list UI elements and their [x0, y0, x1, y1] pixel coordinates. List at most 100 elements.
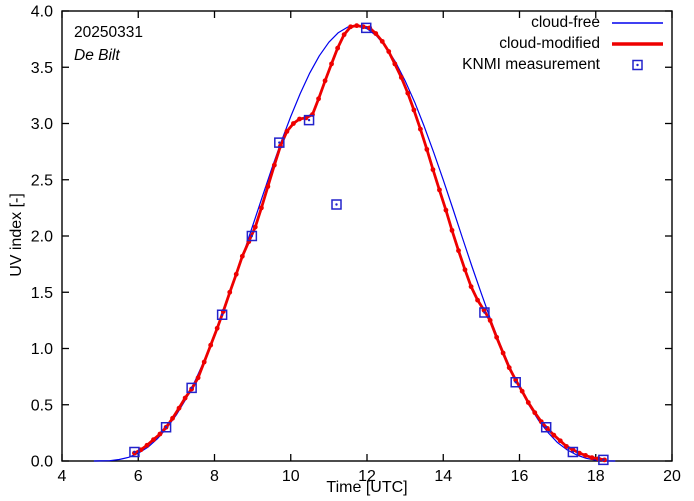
- annotation-date: 20250331: [74, 24, 143, 41]
- y-tick-label: 3.5: [31, 60, 53, 77]
- series-dot: [265, 184, 271, 189]
- legend-entry-cloud-modified: cloud-modified: [462, 34, 665, 54]
- series-dot: [589, 455, 595, 461]
- knmi-measurement-marker: [331, 199, 342, 210]
- knmi-measurement-marker-dot: [365, 26, 368, 30]
- series-dot: [151, 437, 156, 443]
- knmi-measurement-marker-dot: [220, 313, 224, 316]
- series-dot: [475, 297, 480, 303]
- knmi-measurement-marker: [216, 309, 228, 320]
- y-tick-label: 4.0: [31, 4, 53, 21]
- series-dot: [525, 400, 531, 405]
- series-dot: [348, 24, 354, 30]
- legend-entry-cloud-free: cloud-free: [462, 13, 665, 33]
- series-dot: [398, 74, 404, 80]
- series-dot: [563, 443, 569, 449]
- knmi-measurement-marker-dot: [544, 426, 548, 429]
- series-dot: [392, 61, 398, 67]
- series-dot: [468, 284, 474, 290]
- series-dot: [456, 248, 461, 254]
- series-dot: [557, 438, 563, 444]
- series-dot: [157, 431, 163, 437]
- knmi-measurement-marker-dot: [602, 458, 605, 462]
- legend-label-cloud-modified: cloud-modified: [499, 35, 600, 52]
- series-dot: [481, 307, 487, 313]
- knmi-measurement-marker: [540, 422, 552, 433]
- series-dot: [195, 375, 201, 381]
- knmi-measurement-marker-dot: [483, 311, 486, 314]
- series-dot: [379, 38, 385, 44]
- series-dot: [252, 224, 258, 230]
- legend-label-cloud-free: cloud-free: [531, 14, 600, 31]
- x-tick-label: 12: [358, 468, 376, 485]
- series-dot: [417, 126, 423, 132]
- series-dot: [513, 377, 519, 383]
- series-dot: [214, 325, 220, 331]
- knmi-measurement-marker: [129, 446, 140, 458]
- x-tick-label: 14: [434, 468, 452, 485]
- annotation-station: De Bilt: [74, 47, 120, 64]
- knmi-measurement-marker-dot: [164, 426, 168, 429]
- series-dot: [424, 146, 430, 152]
- series-dot: [519, 388, 525, 394]
- cloud-free-line-icon: [612, 22, 663, 24]
- series-dot: [551, 432, 557, 438]
- knmi-measurement-marker: [160, 422, 172, 433]
- series-dot: [144, 442, 150, 448]
- series-dot: [233, 271, 239, 277]
- y-tick-label: 2.0: [31, 229, 53, 246]
- series-dot: [176, 405, 182, 411]
- series-dot: [138, 447, 144, 453]
- series-dot: [201, 359, 207, 365]
- knmi-measurement-marker: [567, 446, 579, 458]
- cloud-modified-line-icon: [612, 42, 663, 46]
- y-tick-label: 2.5: [31, 172, 53, 189]
- series-dot: [341, 32, 347, 38]
- knmi-measurement-marker: [246, 230, 258, 242]
- series-dot: [462, 267, 468, 273]
- knmi-measurement-marker-dot: [335, 203, 338, 206]
- knmi-measurement-marker-dot: [307, 118, 311, 122]
- knmi-measurement-marker-dot: [250, 234, 254, 238]
- knmi-measurement-marker-dot: [190, 386, 193, 390]
- legend-entry-knmi: KNMI measurement: [462, 55, 665, 75]
- knmi-measurement-marker-dot: [514, 381, 517, 384]
- series-dot: [443, 207, 449, 213]
- series-dot: [500, 350, 506, 356]
- y-tick-label: 0.5: [31, 397, 53, 414]
- series-dot: [335, 45, 341, 51]
- knmi-measurement-marker-dot: [278, 141, 281, 144]
- series-dot: [291, 121, 296, 126]
- x-axis-label: Time [UTC]: [326, 479, 408, 496]
- knmi-square-marker-icon: [632, 59, 643, 71]
- y-tick-label: 3.0: [31, 116, 53, 133]
- series-dot: [170, 415, 175, 421]
- series-dot: [354, 23, 360, 29]
- series-dot: [570, 447, 576, 453]
- series-cloud-free: [93, 25, 616, 462]
- series-dot: [297, 116, 302, 122]
- y-axis-label: UV index [-]: [8, 193, 25, 277]
- y-tick-label: 0.0: [31, 454, 53, 471]
- x-tick-label: 6: [134, 468, 143, 485]
- knmi-measurement-marker: [510, 377, 521, 388]
- series-dot: [258, 205, 264, 211]
- series-dot: [373, 31, 379, 36]
- x-tick-label: 10: [282, 468, 300, 485]
- series-dot: [239, 253, 245, 259]
- legend: cloud-free cloud-modified KNMI measureme…: [462, 13, 665, 75]
- knmi-measurement-marker-dot: [133, 450, 136, 454]
- knmi-measurement-marker: [598, 454, 609, 466]
- plot-border: [61, 10, 673, 462]
- series-dot: [271, 162, 277, 168]
- series-dot: [329, 61, 334, 67]
- series-dot: [437, 187, 442, 193]
- x-tick-label: 20: [663, 468, 681, 485]
- series-dot: [227, 289, 233, 295]
- series-dot: [506, 365, 512, 371]
- series-dot: [208, 342, 214, 348]
- series-dot: [576, 450, 582, 456]
- series-dot: [532, 410, 538, 416]
